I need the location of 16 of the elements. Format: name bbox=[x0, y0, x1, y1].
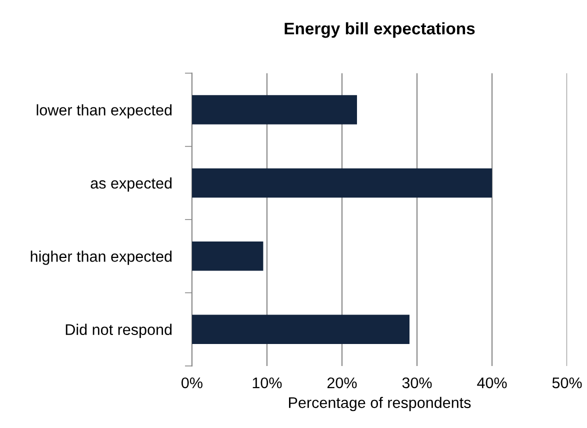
bar bbox=[192, 168, 492, 198]
x-tick-label: 30% bbox=[402, 377, 432, 388]
x-tick-label: 40% bbox=[477, 377, 507, 388]
bar bbox=[192, 242, 264, 271]
x-axis-title: Percentage of respondents bbox=[289, 396, 471, 412]
y-tick-label: higher than expected bbox=[30, 250, 172, 265]
y-tick-label: Did not respond bbox=[66, 324, 172, 338]
y-tick-label: as expected bbox=[90, 177, 172, 192]
y-tick-label: lower than expected bbox=[36, 104, 172, 118]
x-tick-label: 50% bbox=[552, 377, 582, 388]
bar bbox=[192, 95, 357, 124]
x-tick-label: 10% bbox=[252, 377, 282, 388]
x-tick-label: 20% bbox=[327, 377, 357, 388]
bar bbox=[192, 314, 410, 344]
chart-title: Energy bill expectations bbox=[284, 22, 475, 38]
x-tick-label: 0% bbox=[182, 377, 202, 388]
